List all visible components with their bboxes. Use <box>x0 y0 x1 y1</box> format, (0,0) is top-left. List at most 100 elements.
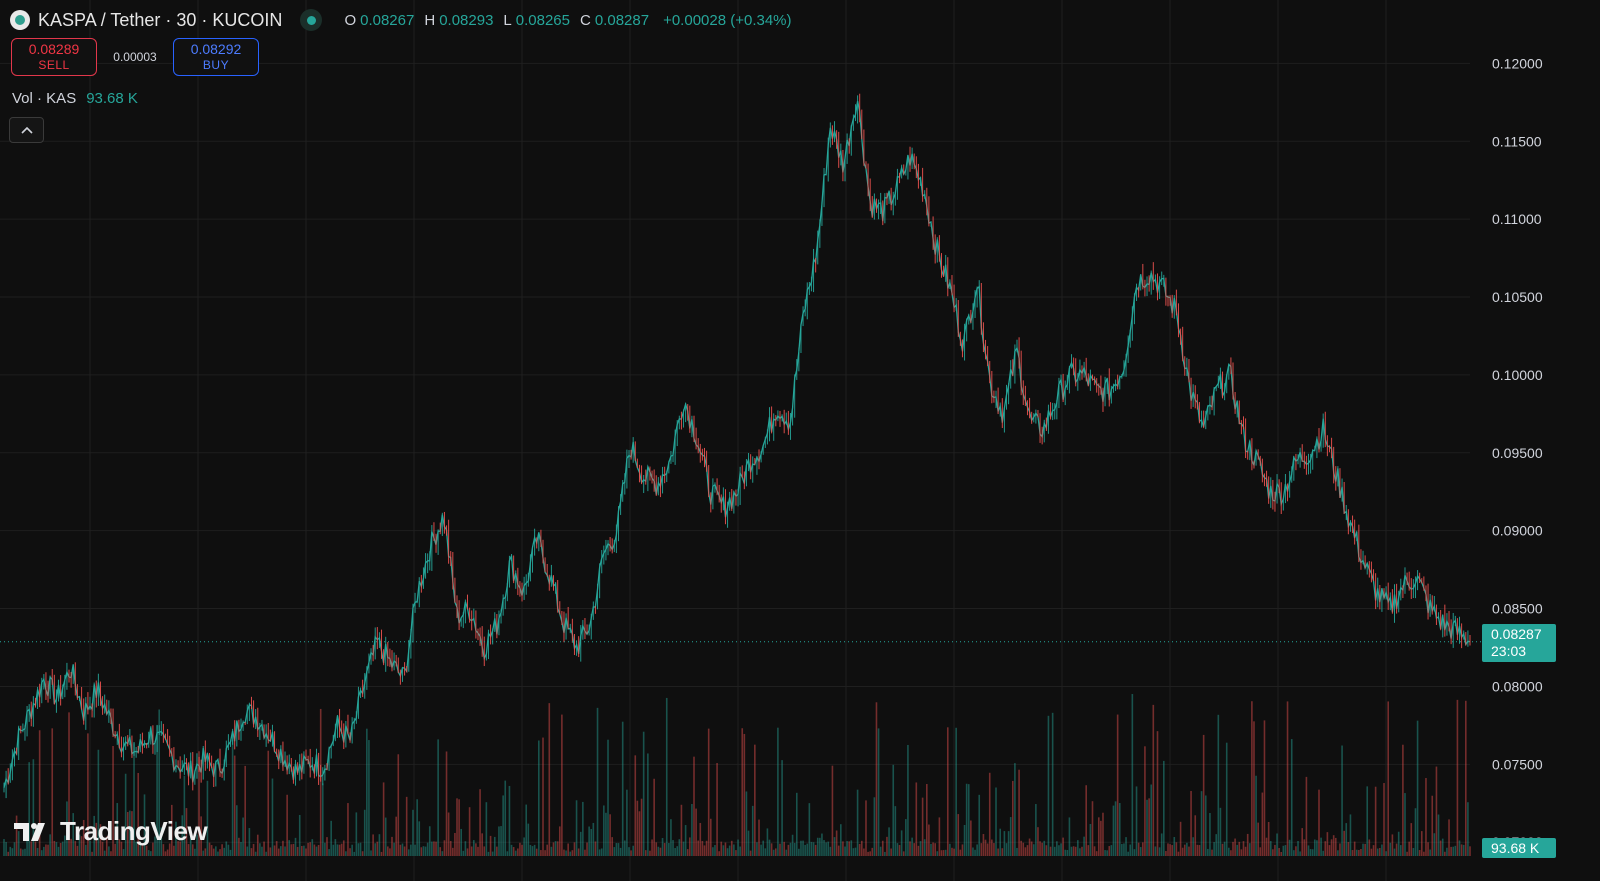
volume-bar <box>380 851 383 856</box>
kaspa-logo-icon[interactable] <box>10 10 30 30</box>
volume-bar <box>1114 801 1117 856</box>
volume-bar <box>728 845 731 856</box>
volume-bar <box>1253 721 1255 856</box>
buy-label: BUY <box>202 58 230 72</box>
volume-bar <box>1345 823 1348 856</box>
volume-bar <box>1320 837 1322 856</box>
volume-bar <box>491 851 494 856</box>
volume-bar <box>579 831 582 856</box>
volume-bar <box>401 843 404 856</box>
volume-bar <box>749 850 752 856</box>
market-status-icon[interactable] <box>300 9 323 31</box>
volume-bar <box>3 839 5 856</box>
volume-bar <box>1007 831 1010 856</box>
volume-bar <box>588 826 590 856</box>
symbol-title[interactable]: KASPA / Tether · 30 · KUCOIN <box>38 9 283 30</box>
volume-bar <box>779 843 781 856</box>
volume-bar <box>976 844 978 856</box>
volume-bar <box>1353 841 1356 856</box>
volume-bar <box>15 815 18 856</box>
volume-bar <box>829 846 832 856</box>
volume-bar <box>881 840 884 856</box>
volume-bar <box>1299 851 1301 856</box>
volume-bar <box>319 708 322 856</box>
y-tick-label: 0.10000 <box>1492 367 1543 383</box>
volume-bar <box>418 821 421 856</box>
volume-bar <box>921 797 924 856</box>
volume-bar <box>521 844 523 856</box>
volume-bar <box>875 702 878 856</box>
volume-bar <box>1198 845 1201 856</box>
volume-bar <box>1171 845 1173 856</box>
volume-bar <box>764 848 767 856</box>
volume-bar <box>87 733 89 856</box>
ohlc-values: O 0.08267 H 0.08293 L 0.08265 C 0.08287 +0.0… <box>344 12 791 29</box>
volume-bar <box>1286 701 1289 856</box>
volume-bar <box>934 843 936 856</box>
volume-bar <box>898 845 901 856</box>
volume-bar <box>923 839 926 856</box>
volume-bar <box>407 849 410 856</box>
volume-bar <box>827 841 830 856</box>
volume-bar <box>135 841 137 856</box>
volume-bar <box>1139 847 1142 856</box>
volume-bar <box>848 841 851 856</box>
volume-bar <box>661 838 664 856</box>
volume-bar <box>72 813 75 856</box>
volume-bar <box>504 780 507 856</box>
y-tick-label: 0.10500 <box>1492 289 1543 305</box>
volume-bar <box>873 797 876 856</box>
volume-bar <box>101 841 104 856</box>
volume-bar <box>1425 778 1427 856</box>
volume-bar <box>269 847 272 856</box>
volume-bar <box>498 826 500 856</box>
volume-bar <box>995 787 997 856</box>
volume-bar <box>1370 848 1373 856</box>
volume-bar <box>1318 789 1320 856</box>
volume-bar <box>1039 841 1041 856</box>
volume-bar <box>185 808 188 856</box>
volume-bar <box>519 842 521 856</box>
volume-bar <box>277 848 280 856</box>
volume-bar <box>840 824 842 856</box>
sell-button[interactable]: 0.08289 SELL <box>11 38 97 76</box>
volume-bar <box>342 840 345 856</box>
volume-bar <box>877 728 880 856</box>
volume-bar <box>1364 843 1366 856</box>
volume-bar <box>842 841 844 856</box>
volume-bar <box>670 819 672 856</box>
volume-bar <box>1393 848 1396 856</box>
volume-bar <box>294 837 297 856</box>
tradingview-brand[interactable]: TradingView <box>14 816 208 847</box>
volume-bar <box>1448 819 1450 856</box>
volume-bar <box>613 847 616 856</box>
collapse-legend-button[interactable] <box>9 117 44 143</box>
volume-bar <box>1032 844 1035 856</box>
volume-bar <box>833 837 836 856</box>
volume-bar <box>212 848 215 856</box>
volume-bar <box>529 844 532 856</box>
volume-legend[interactable]: Vol · KAS 93.68 K <box>12 90 138 107</box>
volume-bar <box>1035 804 1037 856</box>
volume-bar <box>112 745 114 856</box>
volume-bar <box>1079 848 1081 856</box>
volume-bar <box>1297 840 1299 856</box>
volume-bar <box>798 848 800 856</box>
volume-bar <box>1311 849 1314 856</box>
volume-bar <box>464 841 467 856</box>
volume-bar <box>424 846 427 856</box>
volume-bar <box>382 782 385 856</box>
volume-bar <box>217 851 219 856</box>
price-axis[interactable]: 0.12000 0.11500 0.11000 0.10500 0.10000 0.095… <box>1492 55 1543 850</box>
volume-bar <box>1121 844 1123 856</box>
volume-bar <box>89 840 91 856</box>
volume-bar <box>410 844 412 856</box>
volume-bar <box>942 850 945 856</box>
volume-bar <box>1188 846 1190 856</box>
volume-bar <box>328 849 330 856</box>
buy-button[interactable]: 0.08292 BUY <box>173 38 259 76</box>
volume-value: 93.68 K <box>86 90 138 107</box>
volume-bar <box>586 842 588 856</box>
volume-bar <box>131 811 133 856</box>
